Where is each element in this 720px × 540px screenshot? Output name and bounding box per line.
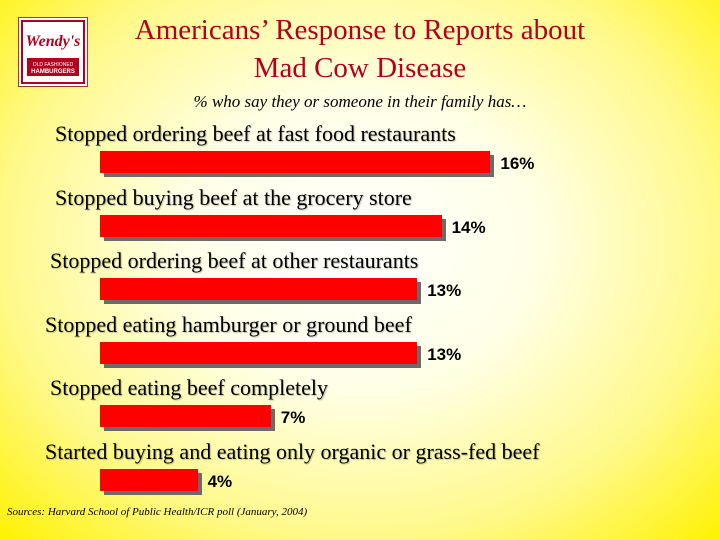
bar xyxy=(100,341,418,364)
bar-value-label: 16% xyxy=(500,154,535,173)
bar-category-label: Stopped ordering beef at fast food resta… xyxy=(55,121,456,146)
logo-tagline: OLD FASHIONED xyxy=(33,62,74,68)
bar xyxy=(100,468,198,491)
bar xyxy=(100,278,418,300)
bar-value-label: 14% xyxy=(451,217,486,237)
bar xyxy=(100,151,491,173)
bar-value-label: 13% xyxy=(427,281,462,300)
bar-category-label: Stopped eating beef completely xyxy=(50,375,328,400)
chart-subtitle: % who say they or someone in their famil… xyxy=(193,92,527,111)
logo-brand: Wendy's xyxy=(26,33,81,50)
bar-category-label: Started buying and eating only organic o… xyxy=(45,438,540,464)
bar-value-label: 4% xyxy=(207,471,233,491)
chart-title-line-1: Americans’ Response to Reports about xyxy=(134,14,586,46)
source-note: Sources: Harvard School of Public Health… xyxy=(7,506,308,518)
bar-category-label: Stopped eating hamburger or ground beef xyxy=(45,311,412,337)
bar-value-label: 7% xyxy=(280,408,306,427)
chart-title-line-2: Mad Cow Disease xyxy=(253,52,467,84)
bar xyxy=(100,214,442,237)
bar-category-label: Stopped buying beef at the grocery store xyxy=(55,184,412,210)
bar-category-label: Stopped ordering beef at other restauran… xyxy=(50,248,419,273)
bar-value-label: 13% xyxy=(427,344,462,364)
bar xyxy=(100,405,271,427)
logo-product: HAMBURGERS xyxy=(31,69,75,75)
wendys-logo: Wendy's OLD FASHIONED HAMBURGERS xyxy=(18,17,88,87)
